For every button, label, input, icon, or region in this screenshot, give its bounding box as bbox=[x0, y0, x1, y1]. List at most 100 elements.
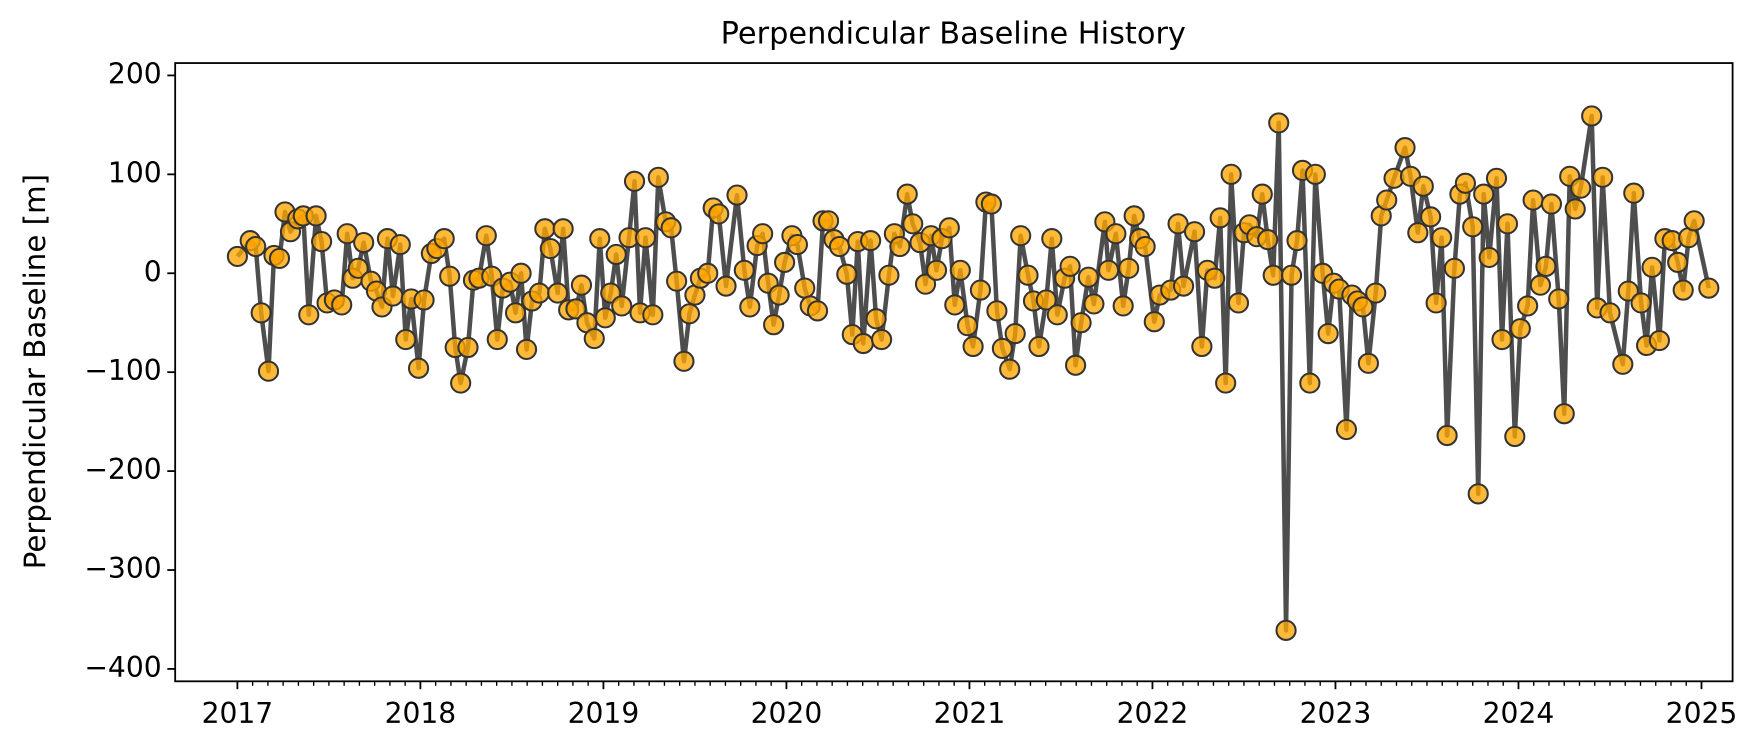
data-point bbox=[1112, 295, 1134, 317]
data-point bbox=[944, 294, 966, 316]
data-point bbox=[450, 372, 472, 394]
data-point bbox=[1462, 216, 1484, 238]
data-point bbox=[1215, 372, 1237, 394]
data-point bbox=[1209, 207, 1231, 229]
data-point bbox=[678, 303, 701, 325]
data-point bbox=[986, 300, 1008, 322]
data-point bbox=[1407, 222, 1429, 244]
data-point bbox=[969, 279, 992, 301]
data-point bbox=[1262, 264, 1284, 286]
data-point bbox=[1304, 163, 1326, 185]
data-point bbox=[1570, 177, 1592, 199]
data-point bbox=[1317, 323, 1339, 345]
data-point bbox=[1046, 304, 1068, 326]
data-point bbox=[539, 237, 561, 260]
data-point bbox=[510, 262, 532, 284]
data-point bbox=[331, 294, 353, 316]
data-point bbox=[806, 300, 829, 322]
data-point bbox=[395, 328, 417, 351]
data-point bbox=[1268, 112, 1290, 134]
x-tick-label: 2020 bbox=[751, 697, 823, 730]
data-point bbox=[413, 289, 435, 311]
data-point bbox=[1286, 230, 1308, 252]
data-point bbox=[1028, 335, 1050, 358]
data-point bbox=[547, 282, 569, 304]
data-point bbox=[1623, 182, 1645, 204]
data-point bbox=[1509, 318, 1531, 340]
data-point bbox=[1280, 264, 1303, 286]
data-point bbox=[1443, 257, 1466, 279]
data-point bbox=[605, 243, 627, 266]
data-point bbox=[623, 170, 646, 192]
data-point bbox=[1105, 223, 1127, 245]
data-point bbox=[1412, 175, 1434, 197]
data-point bbox=[1581, 105, 1603, 127]
data-point bbox=[1612, 353, 1634, 375]
data-point bbox=[860, 230, 882, 252]
data-point bbox=[752, 223, 774, 245]
x-tick-label: 2023 bbox=[1300, 697, 1372, 730]
x-tick-label: 2018 bbox=[385, 697, 457, 730]
data-point bbox=[1123, 205, 1145, 227]
data-point bbox=[1431, 227, 1453, 249]
data-point bbox=[1365, 282, 1387, 304]
y-tick-label: 200 bbox=[108, 57, 162, 90]
data-point bbox=[589, 228, 611, 250]
data-point bbox=[871, 328, 893, 351]
data-point bbox=[433, 228, 455, 250]
data-point bbox=[715, 275, 737, 297]
x-tick-label: 2022 bbox=[1117, 697, 1189, 730]
data-point bbox=[1648, 329, 1670, 352]
data-point bbox=[1394, 137, 1416, 159]
data-point bbox=[1041, 228, 1063, 250]
data-point bbox=[896, 183, 918, 205]
data-point bbox=[475, 225, 497, 247]
data-point bbox=[583, 327, 605, 350]
data-point bbox=[938, 217, 960, 239]
data-point bbox=[828, 235, 851, 258]
x-tick-label: 2025 bbox=[1666, 697, 1738, 730]
data-point bbox=[250, 302, 272, 324]
data-point bbox=[1070, 312, 1092, 334]
x-tick-label: 2017 bbox=[202, 697, 274, 730]
data-point bbox=[1220, 163, 1242, 185]
data-point bbox=[1467, 483, 1489, 505]
data-point bbox=[763, 314, 785, 336]
data-point bbox=[534, 218, 556, 240]
data-point bbox=[634, 227, 657, 249]
chart-title: Perpendicular Baseline History bbox=[721, 16, 1186, 51]
data-point bbox=[1143, 311, 1165, 333]
data-point bbox=[647, 166, 669, 188]
data-point bbox=[1641, 256, 1663, 278]
data-point bbox=[999, 358, 1021, 380]
x-tick-label: 2024 bbox=[1483, 697, 1555, 730]
data-point bbox=[962, 335, 984, 358]
data-point bbox=[902, 213, 924, 235]
data-point bbox=[1059, 255, 1081, 277]
data-point bbox=[786, 233, 808, 256]
data-point bbox=[1004, 323, 1026, 345]
data-point bbox=[1172, 275, 1195, 297]
data-point bbox=[1473, 183, 1495, 205]
data-point bbox=[1251, 183, 1273, 205]
data-point bbox=[1672, 279, 1694, 301]
data-point bbox=[1335, 418, 1358, 441]
data-point bbox=[1017, 264, 1039, 286]
data-point bbox=[1517, 295, 1539, 317]
data-point bbox=[925, 259, 948, 281]
data-point bbox=[268, 247, 291, 270]
data-point bbox=[1667, 251, 1689, 273]
data-point bbox=[1275, 619, 1297, 641]
data-point bbox=[1204, 267, 1226, 289]
data-point bbox=[457, 336, 479, 359]
data-point bbox=[1420, 206, 1442, 228]
data-point bbox=[991, 337, 1013, 360]
data-point bbox=[504, 302, 527, 324]
data-point bbox=[1357, 352, 1379, 374]
data-point bbox=[1478, 246, 1500, 269]
data-point bbox=[1540, 193, 1563, 215]
data-point bbox=[257, 360, 280, 382]
data-point bbox=[1077, 266, 1099, 288]
